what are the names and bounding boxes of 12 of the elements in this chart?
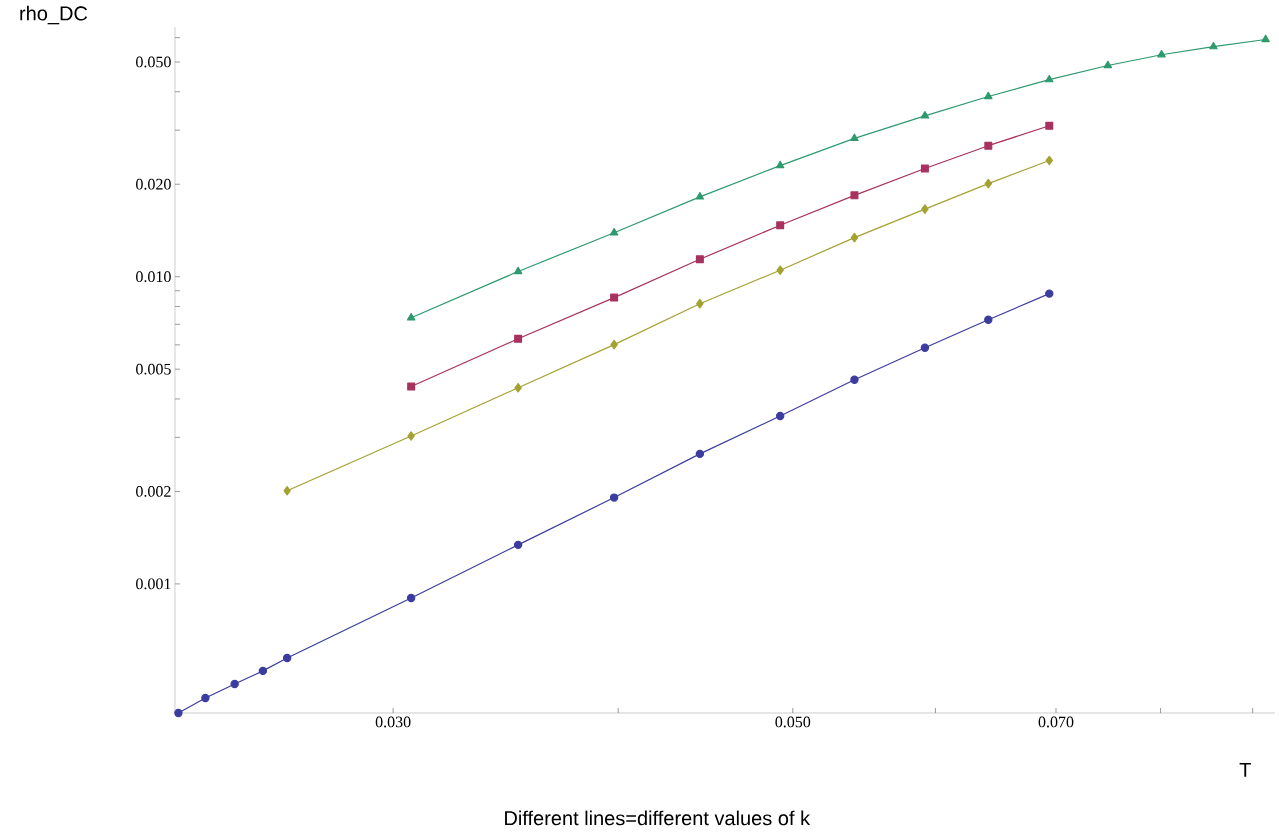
x-tick-label: 0.050 — [775, 716, 811, 728]
text: Different lines=different values of k — [505, 810, 811, 826]
x-axis-title: T — [1239, 763, 1251, 777]
y-tick-label: 0.010 — [136, 271, 171, 283]
y-tick-label: 0.020 — [136, 178, 171, 190]
y-tick-label: 0.002 — [136, 486, 171, 497]
y-tick-label: 0.050 — [136, 56, 171, 68]
y-tick-label: 0.001 — [136, 578, 171, 590]
y-tick-label: 0.005 — [136, 363, 171, 375]
x-tick-label: 0.070 — [1038, 716, 1074, 728]
y-axis-title: rho_DC — [20, 5, 88, 25]
x-tick-label: 0.030 — [375, 716, 411, 728]
